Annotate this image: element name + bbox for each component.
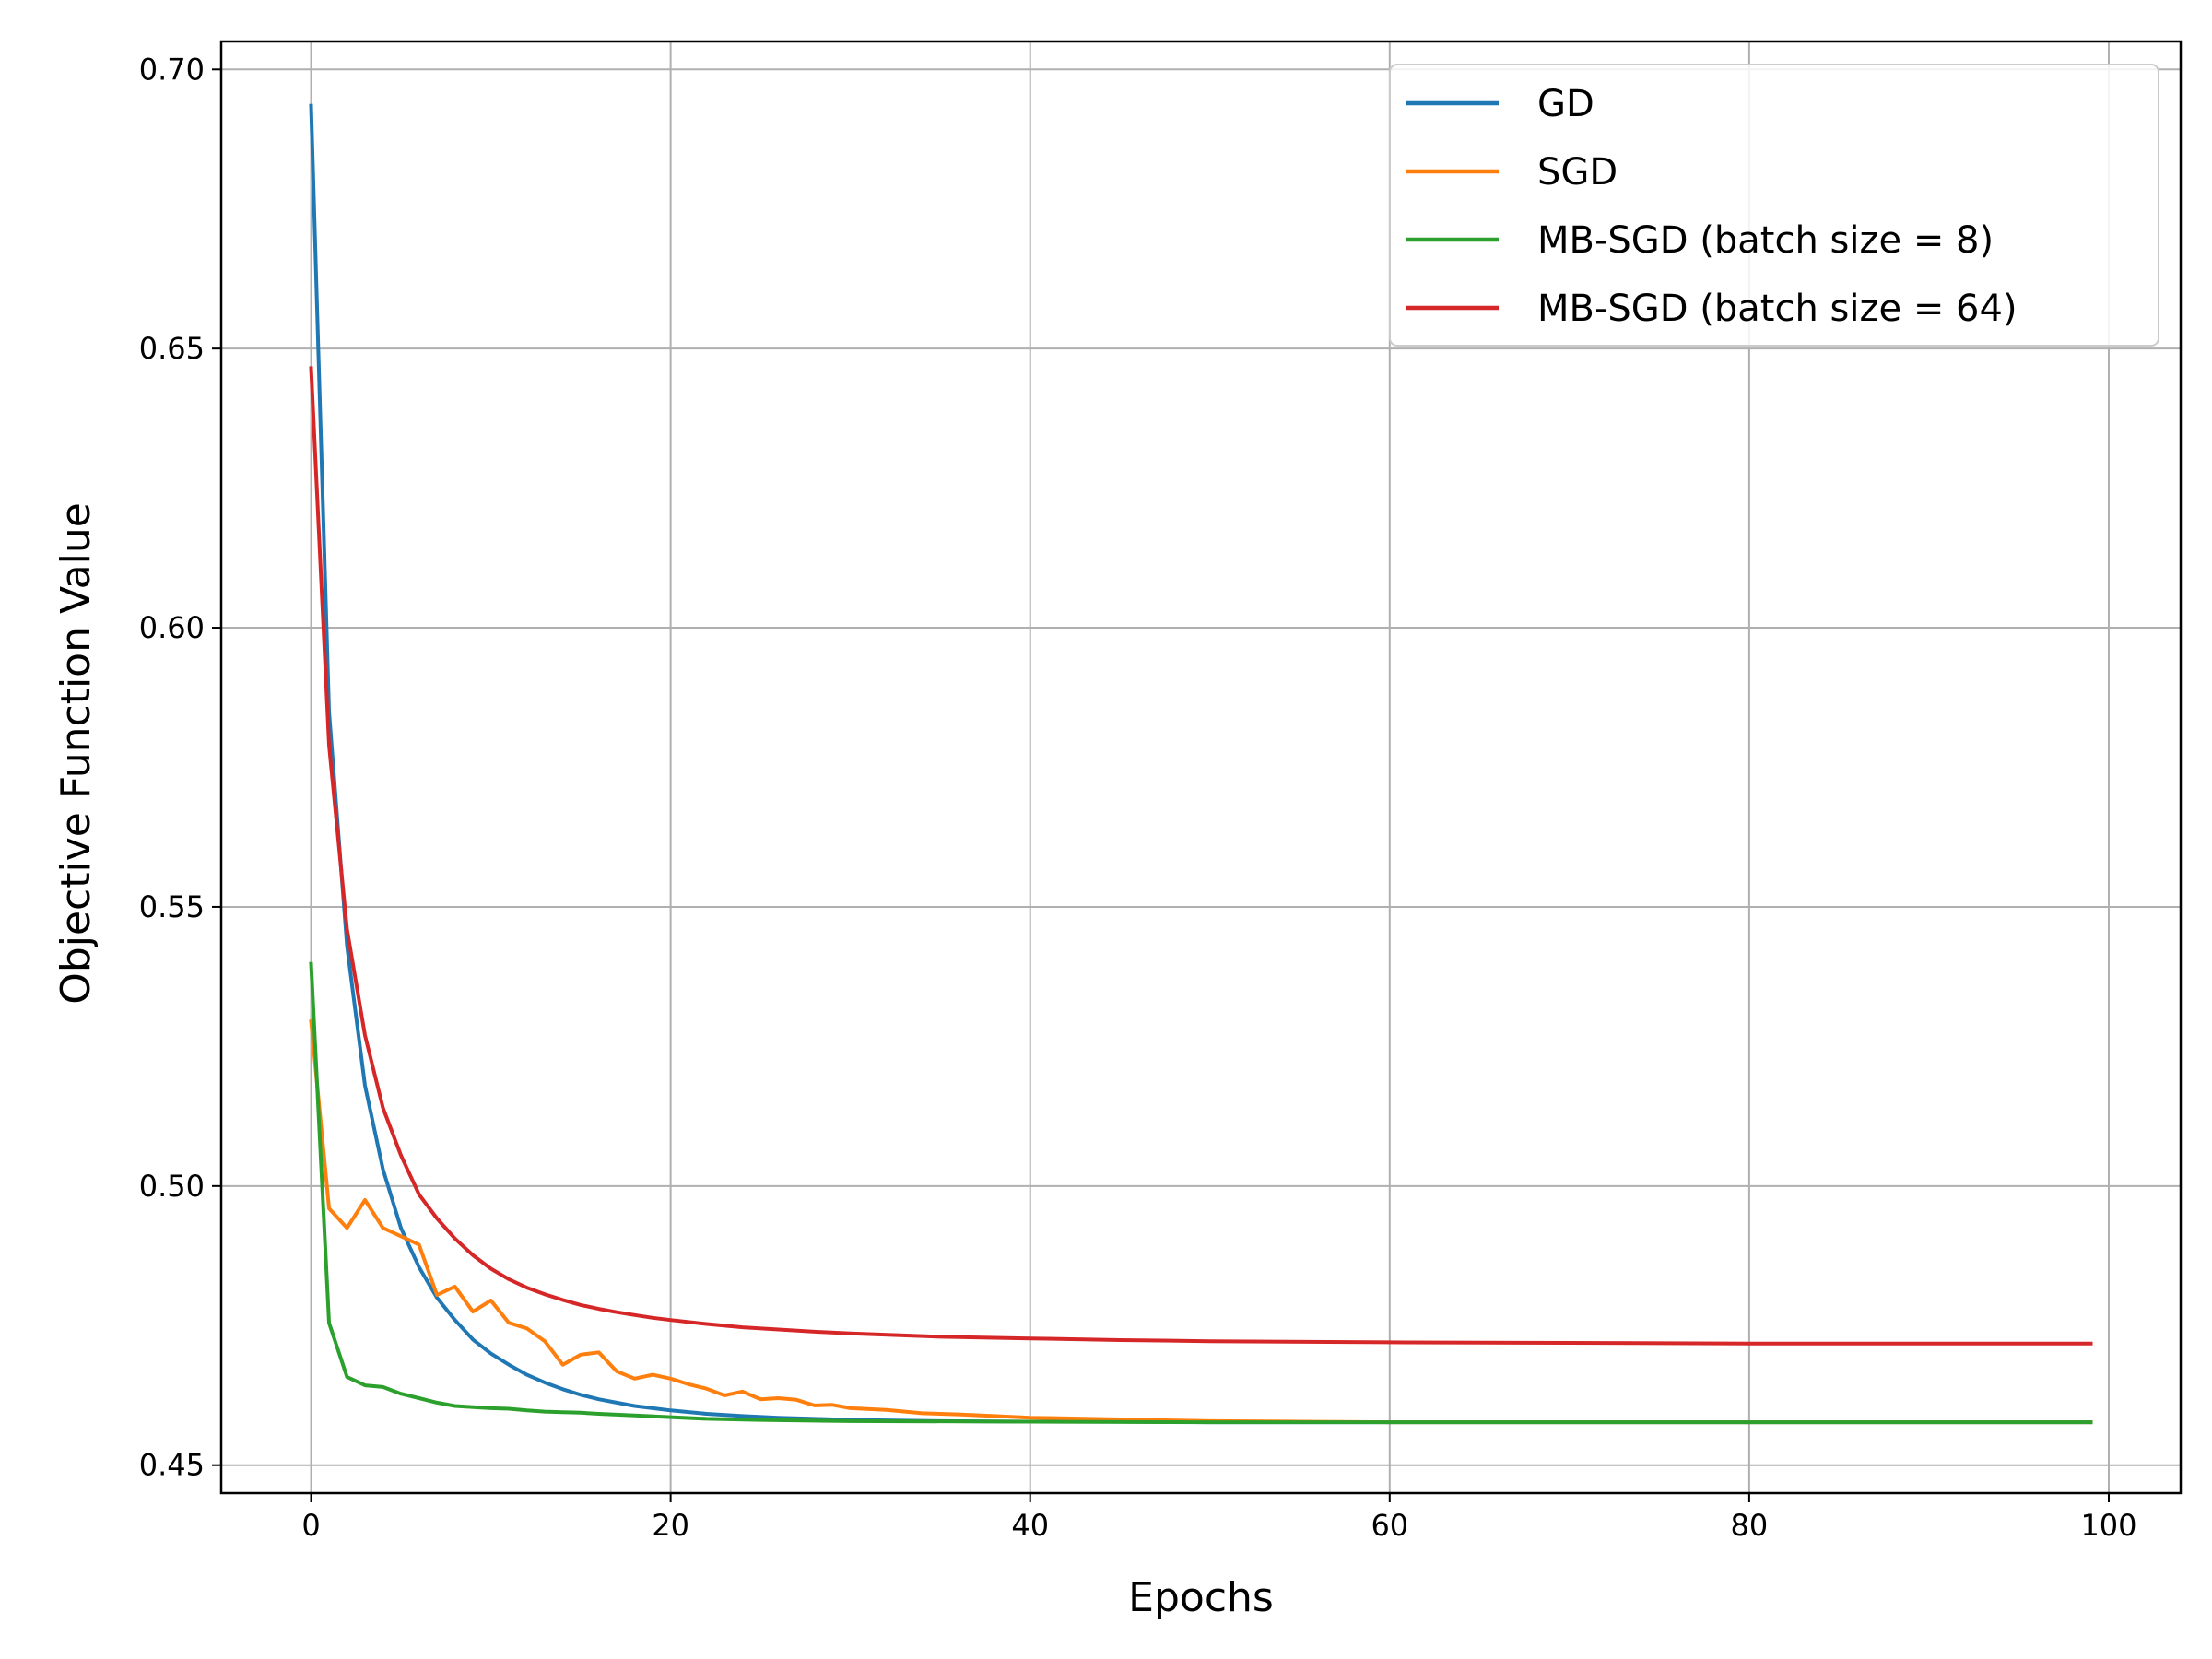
series-line-1 [309, 1018, 2093, 1425]
grid [221, 41, 2181, 1493]
y-tick-label: 0.70 [139, 52, 205, 87]
legend-label: MB-SGD (batch size = 64) [1537, 288, 2018, 330]
x-tick-label: 80 [1731, 1508, 1769, 1543]
y-axis: 0.45 0.50 0.55 0.60 0.65 0.70 [139, 52, 221, 1483]
y-tick-label: 0.65 [139, 331, 205, 366]
x-axis-label: Epochs [1128, 1574, 1274, 1621]
series-lines [309, 103, 2093, 1425]
x-axis: 0 20 40 60 80 100 [301, 1493, 2137, 1543]
y-tick-label: 0.55 [139, 889, 205, 924]
x-tick-label: 60 [1371, 1508, 1408, 1543]
y-axis-label: Objective Function Value [53, 502, 100, 1005]
legend-box [1389, 64, 2159, 347]
legend: GD SGD MB-SGD (batch size = 8) MB-SGD (batc… [1389, 64, 2159, 347]
y-tick-label: 0.45 [139, 1448, 205, 1483]
legend-label: MB-SGD (batch size = 8) [1537, 219, 1994, 262]
x-tick-label: 40 [1011, 1508, 1049, 1543]
plot-frame [219, 40, 2183, 1495]
y-tick-label: 0.50 [139, 1169, 205, 1204]
x-tick-label: 0 [301, 1508, 320, 1543]
x-tick-label: 20 [652, 1508, 689, 1543]
legend-label: SGD [1537, 151, 1618, 194]
x-tick-label: 100 [2080, 1508, 2136, 1543]
series-line-2 [309, 961, 2093, 1425]
y-tick-label: 0.60 [139, 610, 205, 645]
legend-label: GD [1537, 83, 1594, 125]
series-line-3 [309, 366, 2093, 1346]
